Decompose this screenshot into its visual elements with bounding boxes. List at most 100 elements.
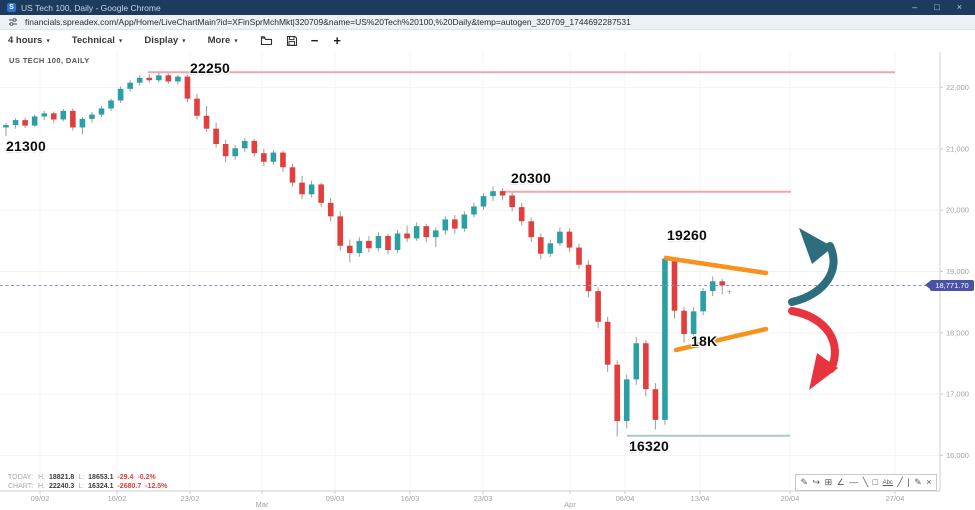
x-axis-label: 23/03: [474, 494, 493, 503]
zoom-out-button[interactable]: −: [310, 33, 319, 48]
up-candle: [136, 77, 143, 83]
close-drawing-icon[interactable]: ×: [926, 477, 932, 487]
down-candle: [528, 221, 535, 238]
open-folder-icon[interactable]: [260, 35, 273, 46]
minimize-button[interactable]: –: [912, 2, 918, 12]
up-candle: [375, 235, 382, 249]
up-candle: [432, 230, 439, 238]
chevron-down-icon: ▼: [117, 38, 124, 44]
address-bar[interactable]: financials.spreadex.com/App/Home/LiveCha…: [0, 15, 975, 30]
vertical-line-icon[interactable]: |: [907, 477, 910, 487]
chevron-down-icon: ▼: [181, 38, 187, 44]
bearish-arrow-annotation[interactable]: [788, 307, 839, 390]
y-axis-label: 19,000: [946, 267, 969, 276]
horizontal-level-lines: [148, 71, 895, 437]
down-candle: [385, 235, 391, 251]
grid-icon[interactable]: ⊞: [824, 477, 833, 487]
y-axis-label: 17,000: [946, 390, 969, 399]
down-candle: [595, 291, 601, 322]
up-candle: [41, 113, 47, 117]
support-16320-label[interactable]: 16320: [629, 438, 669, 454]
text-tool-icon[interactable]: Abc: [882, 479, 893, 486]
down-candle: [643, 343, 649, 390]
down-candle: [251, 140, 258, 154]
down-candle: [146, 77, 153, 81]
up-candle: [633, 343, 640, 380]
down-candle: [614, 364, 620, 422]
down-candle: [347, 245, 353, 254]
down-candle: [499, 191, 506, 196]
site-settings-icon[interactable]: [8, 17, 18, 27]
trend-lower-18k-line: [673, 326, 769, 353]
chart-stats-legend: TODAY: H: 18821.8 L: 18653.1 -29.4 -0.2% CH…: [8, 473, 167, 491]
x-axis-label: 13/04: [691, 494, 710, 503]
trend-lower-18k-label[interactable]: 18K: [691, 333, 718, 349]
up-candle: [241, 140, 248, 149]
up-candle: [156, 75, 162, 81]
maximize-button[interactable]: □: [934, 2, 940, 12]
x-axis-label: Apr: [564, 500, 576, 509]
down-candle: [404, 233, 410, 239]
y-axis-label: 16,000: [946, 451, 969, 460]
up-candle: [117, 88, 124, 101]
down-candle: [576, 247, 582, 265]
down-candle: [70, 110, 76, 128]
up-candle: [623, 379, 630, 422]
draw-pencil-icon[interactable]: ✎: [800, 477, 809, 487]
rectangle-icon[interactable]: □: [872, 477, 879, 487]
down-candle: [261, 153, 267, 162]
url-text[interactable]: financials.spreadex.com/App/Home/LiveCha…: [25, 17, 631, 27]
more-menu[interactable]: More ▼: [207, 35, 239, 46]
current-bar-marker: +: [727, 287, 732, 296]
down-candle: [538, 237, 544, 254]
display-menu[interactable]: Display ▼: [144, 35, 187, 46]
chart-gridlines: [0, 52, 940, 491]
technical-menu[interactable]: Technical ▼: [71, 35, 124, 46]
down-candle: [719, 281, 726, 286]
up-candle: [461, 214, 468, 229]
timeframe-dropdown[interactable]: 4 hours ▼: [8, 35, 51, 46]
down-candle: [222, 143, 229, 157]
chart-symbol-label: US TECH 100, DAILY: [9, 56, 90, 65]
down-candle: [318, 184, 324, 203]
up-candle: [60, 110, 67, 120]
horizontal-line-icon[interactable]: —: [849, 477, 859, 487]
resistance-20300-label[interactable]: 20300: [511, 170, 551, 186]
trendlines-layer: [663, 255, 769, 353]
down-candle: [289, 167, 296, 183]
down-candle: [22, 120, 28, 126]
save-icon[interactable]: [286, 35, 298, 47]
drawing-tools-palette: ✎ ↪ ⊞ ∠ — ╲ □ Abc ╱ | ✎ ×: [795, 474, 937, 491]
up-candle: [700, 291, 706, 312]
down-candle: [299, 182, 305, 195]
up-candle: [490, 191, 496, 197]
resistance-22250-label[interactable]: 22250: [190, 60, 230, 76]
up-candle: [356, 240, 363, 254]
up-candle: [547, 243, 554, 254]
angle-lines-icon[interactable]: ∠: [836, 477, 845, 487]
down-candle: [165, 75, 172, 82]
up-candle: [232, 148, 238, 157]
y-axis-label: 18,000: [946, 328, 969, 337]
bullish-arrow-annotation[interactable]: [788, 228, 838, 306]
spreadex-favicon-icon: S: [7, 3, 16, 12]
up-candle: [690, 311, 697, 335]
up-candle: [127, 82, 133, 89]
curve-arrow-icon[interactable]: ↪: [812, 477, 821, 487]
trend-upper-19260-label[interactable]: 19260: [667, 227, 707, 243]
zoom-in-button[interactable]: +: [333, 33, 341, 48]
up-candle: [89, 114, 95, 119]
close-button[interactable]: ×: [956, 2, 962, 12]
level-21300-label[interactable]: 21300: [6, 138, 46, 154]
up-candle: [79, 118, 86, 128]
trendline-icon[interactable]: ╲: [862, 477, 869, 487]
current-price-line: +: [0, 284, 932, 296]
chart-axes: [0, 52, 943, 494]
y-axis-label: 20,000: [946, 206, 969, 215]
candles-layer: [3, 72, 726, 437]
up-candle: [108, 100, 114, 109]
trend-upper-19260-line: [663, 255, 769, 276]
brush-icon[interactable]: ✎: [914, 477, 922, 487]
ray-icon[interactable]: ╱: [897, 477, 903, 487]
